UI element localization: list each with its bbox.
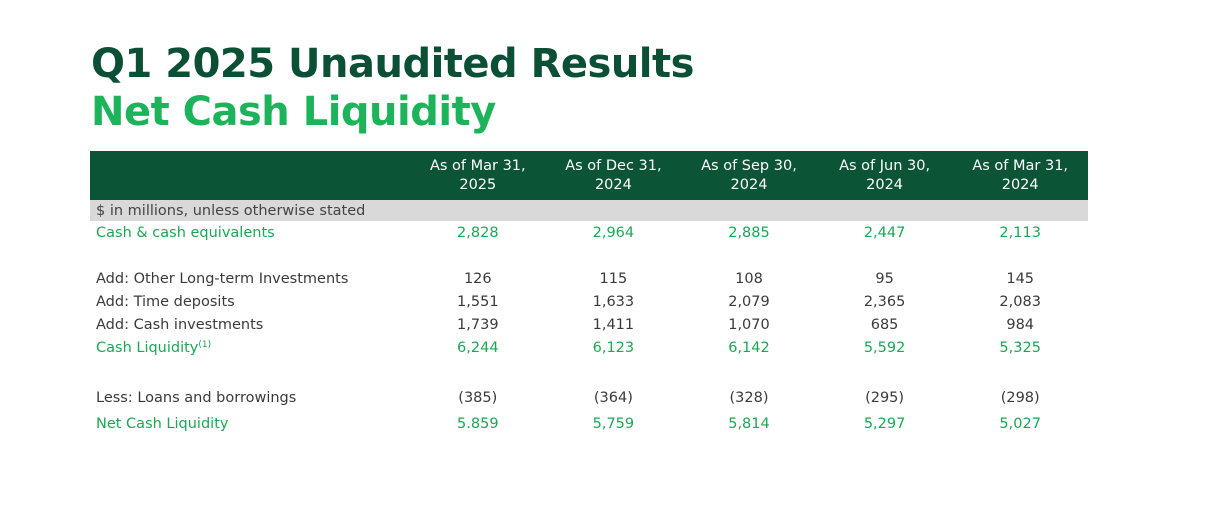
table-cell: (385) (458, 390, 498, 406)
column-header: As of Dec 31, 2024 (545, 151, 682, 200)
column-header-line1: As of Mar 31, (429, 157, 526, 174)
table-cell: 6,142 (728, 339, 770, 356)
row-label: Less: Loans and borrowings (96, 390, 297, 406)
table-cell: 145 (1006, 270, 1035, 287)
table-cell: 2,885 (728, 224, 770, 241)
spacer-row (90, 359, 1088, 385)
table-row: Add: Other Long-term Investments 126 115… (90, 267, 1088, 290)
table-cell: 95 (875, 270, 894, 287)
table-row: Cash & cash equivalents 2,828 2,964 2,88… (90, 221, 1088, 244)
table-cell: 2,964 (592, 224, 635, 241)
table-cell: 5,592 (863, 339, 906, 356)
table-cell: 108 (735, 270, 763, 287)
footnote-marker: (1) (198, 339, 212, 350)
table-cell: 685 (870, 316, 899, 333)
table-cell: 1,633 (592, 293, 635, 310)
table-cell: 115 (599, 270, 628, 287)
table-cell: 6,123 (592, 339, 635, 356)
table-cell: 2,083 (999, 293, 1041, 310)
column-header-line2: 2024 (594, 176, 632, 193)
spacer-row (90, 244, 1088, 267)
table-row: Cash Liquidity(1) 6,244 6,123 6,142 5,59… (90, 336, 1088, 359)
column-header-line2: 2025 (459, 176, 497, 193)
row-label-text: Cash Liquidity (96, 339, 199, 356)
table-row: Add: Time deposits 1,551 1,633 2,079 2,3… (90, 290, 1088, 313)
unit-note: $ in millions, unless otherwise stated (90, 200, 1088, 221)
table-cell: 1,070 (728, 316, 770, 333)
table-cell: 2,113 (999, 224, 1041, 241)
table-cell: 5.859 (457, 416, 499, 432)
title-block: Q1 2025 Unaudited Results Net Cash Liqui… (91, 40, 694, 136)
page-title: Q1 2025 Unaudited Results (91, 41, 694, 87)
column-header: As of Mar 31, 2024 (952, 151, 1088, 200)
table-cell: (328) (729, 390, 769, 406)
table-row: Less: Loans and borrowings (385) (364) (… (90, 385, 1088, 411)
row-label: Add: Time deposits (96, 293, 235, 310)
table-cell: (295) (865, 390, 905, 406)
column-header-line1: As of Jun 30, (839, 157, 931, 174)
column-header-line2: 2024 (1001, 176, 1039, 193)
row-label: Add: Other Long-term Investments (96, 270, 349, 287)
table-cell: 126 (463, 270, 492, 287)
table-cell: (364) (593, 390, 633, 406)
header-blank-cell (90, 151, 410, 200)
column-header: As of Jun 30, 2024 (816, 151, 953, 200)
column-header: As of Sep 30, 2024 (681, 151, 817, 200)
row-label: Net Cash Liquidity (96, 416, 229, 432)
table-cell: 5,325 (999, 339, 1041, 356)
table-cell: 1,551 (457, 293, 499, 310)
table-cell: (298) (1000, 390, 1040, 406)
table-cell: 2,447 (863, 224, 906, 241)
column-header: As of Mar 31, 2025 (410, 151, 546, 200)
column-header-line1: As of Dec 31, (565, 157, 662, 174)
table-cell: 2,365 (863, 293, 906, 310)
table-cell: 2,828 (457, 224, 499, 241)
column-header-line2: 2024 (866, 176, 904, 193)
table-cell: 5,814 (728, 416, 770, 432)
column-header-line2: 2024 (730, 176, 768, 193)
table-cell: 1,411 (592, 316, 635, 333)
row-label: Cash & cash equivalents (96, 224, 275, 241)
row-label: Add: Cash investments (96, 316, 264, 333)
table-cell: 2,079 (728, 293, 770, 310)
table-cell: 5,027 (999, 416, 1041, 432)
table-cell: 5,759 (592, 416, 635, 432)
table-row: Net Cash Liquidity 5.859 5,759 5,814 5,2… (90, 411, 1088, 437)
table-cell: 6,244 (457, 339, 499, 356)
column-header-line1: As of Mar 31, (972, 157, 1069, 174)
net-cash-liquidity-table: As of Mar 31, 2025 As of Dec 31, 2024 As o… (90, 151, 1088, 437)
table-cell: 984 (1006, 316, 1035, 333)
row-label: Cash Liquidity(1) (90, 336, 410, 359)
header-row: As of Mar 31, 2025 As of Dec 31, 2024 As o… (90, 151, 1088, 200)
table-cell: 5,297 (863, 416, 906, 432)
page-subtitle: Net Cash Liquidity (91, 89, 496, 135)
column-header-line1: As of Sep 30, (701, 157, 797, 174)
unit-note-row: $ in millions, unless otherwise stated (90, 200, 1088, 221)
table-row: Add: Cash investments 1,739 1,411 1,070 … (90, 313, 1088, 336)
table-cell: 1,739 (457, 316, 499, 333)
